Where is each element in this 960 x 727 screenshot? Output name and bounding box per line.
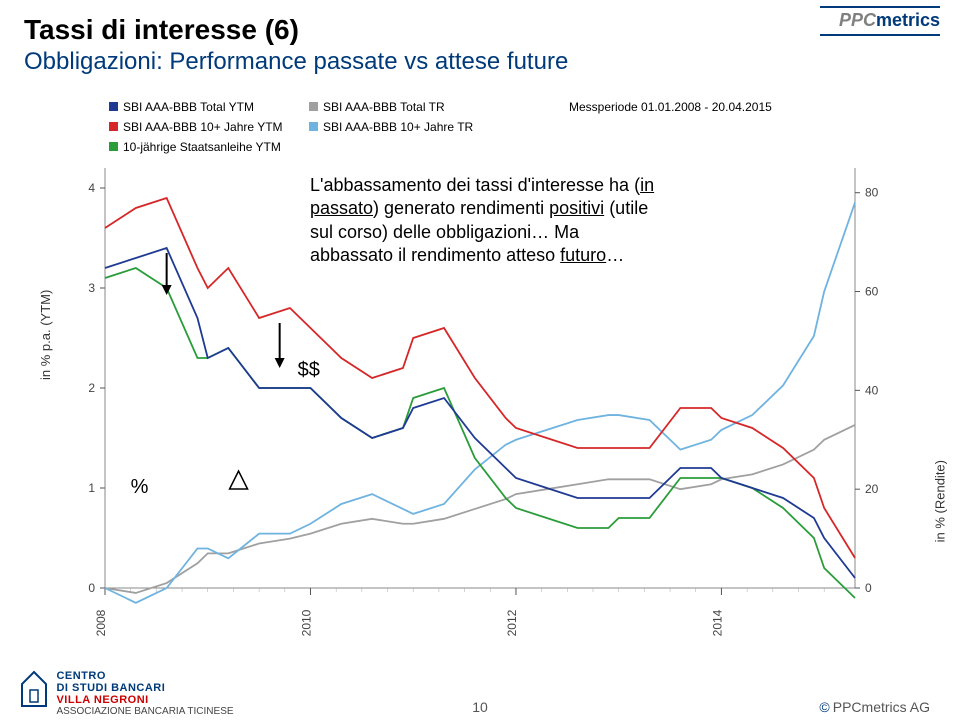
title-block: Tassi di interesse (6) Obbligazioni: Per… [24, 14, 568, 76]
svg-text:10-jährige Staatsanleihe YTM: 10-jährige Staatsanleihe YTM [123, 140, 281, 154]
svg-text:2008: 2008 [94, 609, 108, 636]
svg-text:0: 0 [865, 581, 872, 595]
svg-text:1: 1 [88, 481, 95, 495]
svg-text:Messperiode 01.01.2008 - 20.04: Messperiode 01.01.2008 - 20.04.2015 [569, 100, 772, 114]
footer-org-logo: CENTRO DI STUDI BANCARI VILLA NEGRONI AS… [20, 670, 234, 717]
svg-text:SBI AAA-BBB Total YTM: SBI AAA-BBB Total YTM [123, 100, 254, 114]
svg-text:SBI AAA-BBB 10+ Jahre TR: SBI AAA-BBB 10+ Jahre TR [323, 120, 474, 134]
svg-text:0: 0 [88, 581, 95, 595]
page-number: 10 [472, 699, 488, 715]
annotation-text: L'abbassamento dei tassi d'interesse ha … [310, 174, 740, 268]
svg-text:4: 4 [88, 181, 95, 195]
y-left-axis-label: in % p.a. (YTM) [38, 290, 53, 380]
svg-text:2: 2 [88, 381, 95, 395]
svg-text:%: % [131, 476, 149, 498]
svg-text:2012: 2012 [505, 609, 519, 636]
svg-text:20: 20 [865, 482, 879, 496]
svg-text:SBI AAA-BBB Total TR: SBI AAA-BBB Total TR [323, 100, 445, 114]
svg-text:40: 40 [865, 383, 879, 397]
svg-text:80: 80 [865, 186, 879, 200]
svg-text:2014: 2014 [710, 609, 724, 636]
chart-area: 200820102012201401234020406080SBI AAA-BB… [70, 100, 900, 640]
logo-part2: metrics [876, 10, 940, 30]
svg-text:2010: 2010 [299, 609, 313, 636]
page-subtitle: Obbligazioni: Performance passate vs att… [24, 48, 568, 76]
logo-part1: PPC [839, 10, 876, 30]
page-title: Tassi di interesse (6) [24, 14, 568, 46]
svg-text:SBI AAA-BBB 10+ Jahre YTM: SBI AAA-BBB 10+ Jahre YTM [123, 120, 283, 134]
copyright: ©PPCmetrics AG [819, 699, 930, 715]
svg-text:3: 3 [88, 281, 95, 295]
y-right-axis-label: in % (Rendite) [932, 460, 947, 542]
brand-logo: PPCmetrics [839, 10, 940, 31]
svg-text:60: 60 [865, 285, 879, 299]
svg-text:$$: $$ [298, 359, 320, 381]
